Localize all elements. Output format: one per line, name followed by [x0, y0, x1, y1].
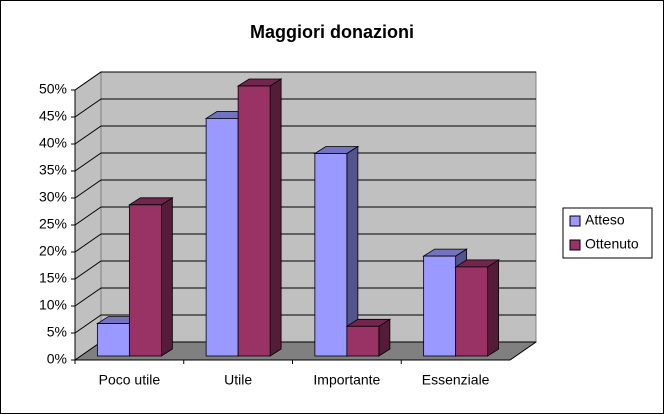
bar — [236, 78, 283, 357]
grid-line — [74, 179, 536, 199]
x-tick-label: Essenziale — [422, 372, 490, 388]
grid-line — [74, 71, 536, 91]
bar-side — [160, 197, 173, 357]
y-tick-label: 25% — [39, 216, 67, 232]
bar-side — [269, 78, 282, 357]
chart-title: Maggiori donazioni — [250, 22, 414, 42]
y-tick-label: 30% — [39, 189, 67, 205]
bar-side — [487, 259, 500, 357]
y-tick-label: 0% — [47, 351, 67, 367]
y-tick-label: 10% — [39, 297, 67, 313]
x-tick-label: Poco utile — [99, 372, 161, 388]
bar-front — [205, 118, 239, 357]
grid-line — [74, 314, 536, 334]
bar-front — [455, 266, 489, 357]
grid-line — [74, 125, 536, 145]
x-tick-label: Utile — [224, 372, 252, 388]
bar-front — [423, 255, 457, 357]
bar — [313, 145, 360, 357]
bar — [454, 259, 500, 357]
bar-front — [96, 323, 130, 357]
x-tick-label: Importante — [313, 372, 380, 388]
y-tick-label: 20% — [39, 243, 67, 259]
legend-swatch — [569, 239, 581, 251]
bar-front — [128, 204, 162, 357]
legend-label: Ottenuto — [585, 236, 639, 252]
y-tick-label: 50% — [39, 81, 67, 97]
floor-edge — [509, 341, 537, 361]
bar — [345, 318, 392, 357]
bar-front — [314, 153, 348, 357]
grid-line — [74, 98, 536, 118]
legend-label: Atteso — [585, 212, 625, 228]
y-tick-label: 5% — [47, 324, 67, 340]
grid-line — [74, 287, 536, 307]
bar-front — [237, 85, 271, 357]
y-tick-label: 15% — [39, 270, 67, 286]
y-tick-label: 45% — [39, 108, 67, 124]
grid-line — [74, 233, 536, 253]
y-tick-label: 35% — [39, 162, 67, 178]
y-tick-label: 40% — [39, 135, 67, 151]
grid-line — [74, 206, 536, 226]
bar — [128, 197, 174, 357]
bar-front — [346, 325, 380, 357]
legend-swatch — [569, 215, 581, 227]
grid-line — [74, 152, 536, 172]
grid-line — [74, 260, 536, 280]
